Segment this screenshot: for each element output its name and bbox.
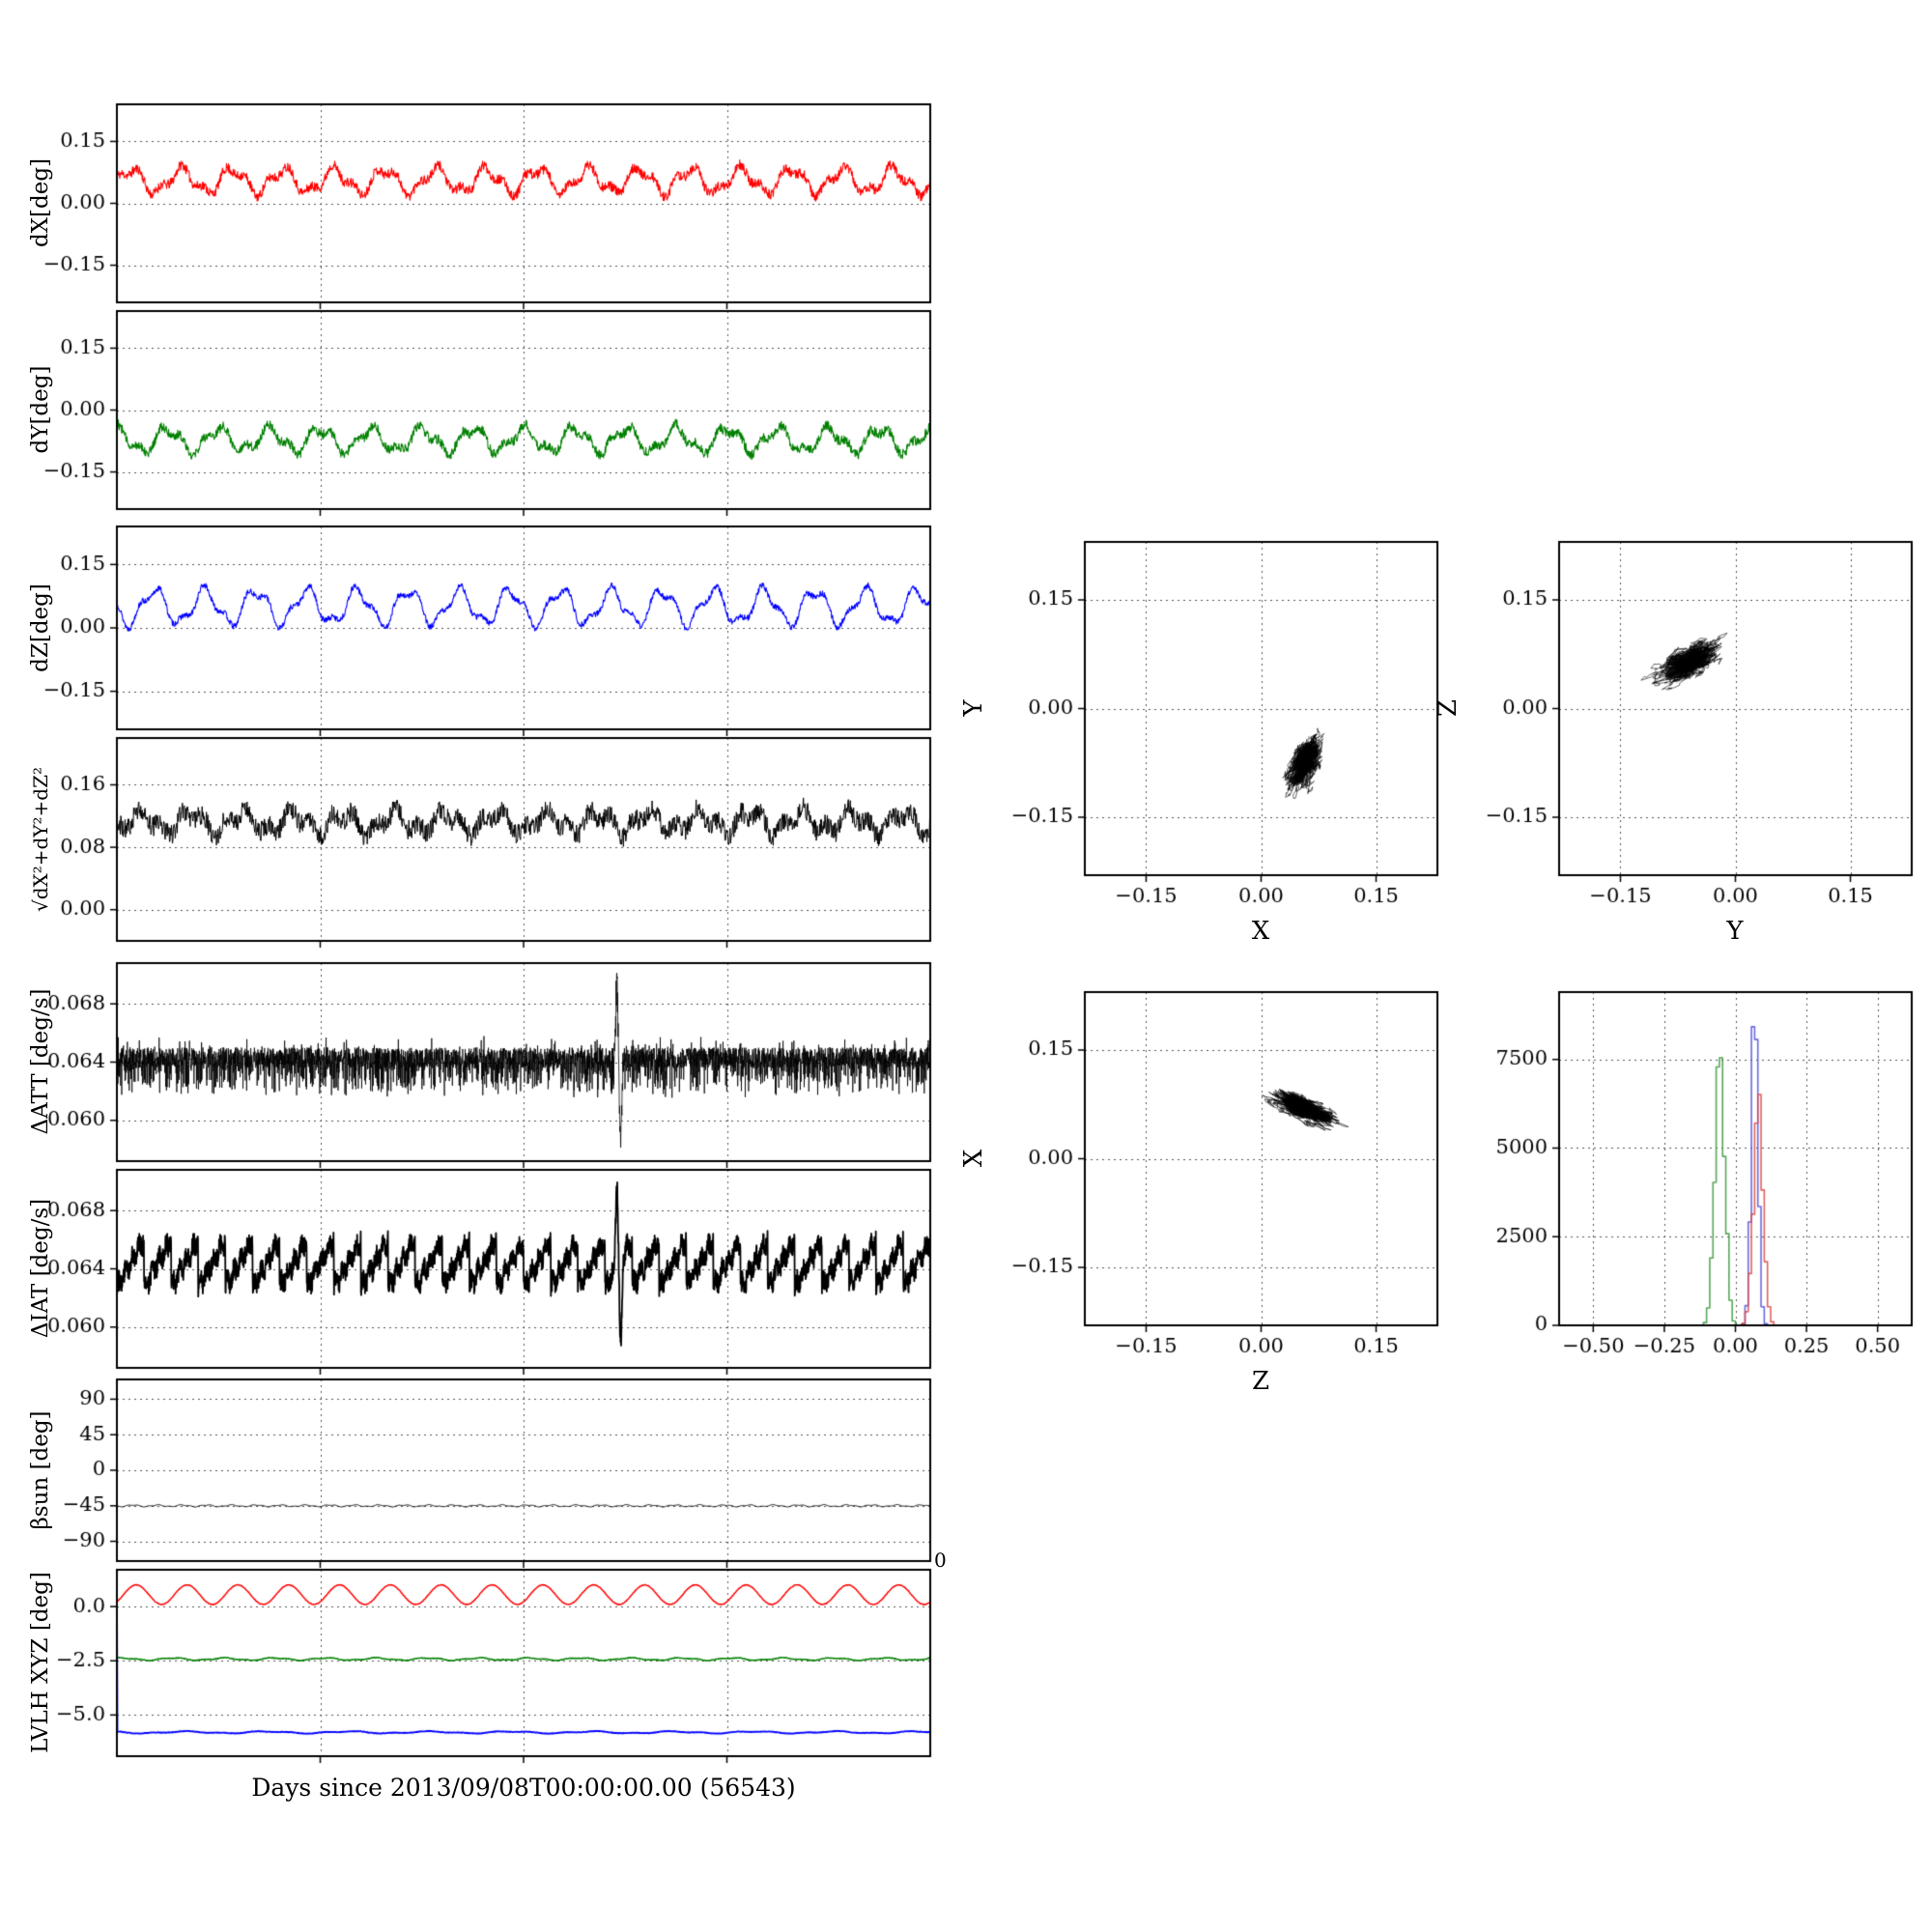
scatter-xy-canvas (993, 527, 1452, 928)
ylabel-norm: √dX²+dY²+dZ² (29, 766, 52, 913)
datt-timeseries-canvas (0, 952, 976, 1173)
norm-timeseries-canvas (0, 726, 976, 952)
ylabel-lvlh: LVLH XYZ [deg] (28, 1572, 53, 1753)
scatter-yz-canvas (1467, 527, 1926, 928)
ylabel-beta-sun: βsun [deg] (28, 1410, 53, 1530)
ylabel-datt: ΔATT [deg/s] (28, 988, 53, 1135)
x-axis-zero-label: 0 (934, 1548, 947, 1572)
ylabel-dx: dX[deg] (28, 157, 53, 248)
scatter-xy-xlabel: X (1251, 917, 1270, 946)
diat-timeseries-canvas (0, 1158, 976, 1379)
ylabel-dy: dY[deg] (28, 365, 53, 454)
scatter-zx-canvas (993, 978, 1452, 1378)
scatter-yz-ylabel: Z (1434, 698, 1463, 718)
scatter-xy-ylabel: Y (959, 699, 988, 717)
scatter-yz-xlabel: Y (1726, 917, 1744, 946)
histogram-canvas (1467, 978, 1926, 1378)
beta-sun-timeseries-canvas (0, 1368, 976, 1573)
dx-timeseries-canvas (0, 93, 976, 314)
dz-timeseries-canvas (0, 515, 976, 741)
scatter-zx-xlabel: Z (1251, 1367, 1270, 1396)
scatter-zx-ylabel: X (959, 1149, 988, 1168)
dy-timeseries-canvas (0, 299, 976, 521)
ylabel-diat: ΔIAT [deg/s] (28, 1198, 53, 1339)
xlabel-days: Days since 2013/09/08T00:00:00.00 (56543… (251, 1774, 796, 1802)
ylabel-dz: dZ[deg] (28, 583, 53, 672)
lvlh-timeseries-canvas (0, 1558, 976, 1768)
